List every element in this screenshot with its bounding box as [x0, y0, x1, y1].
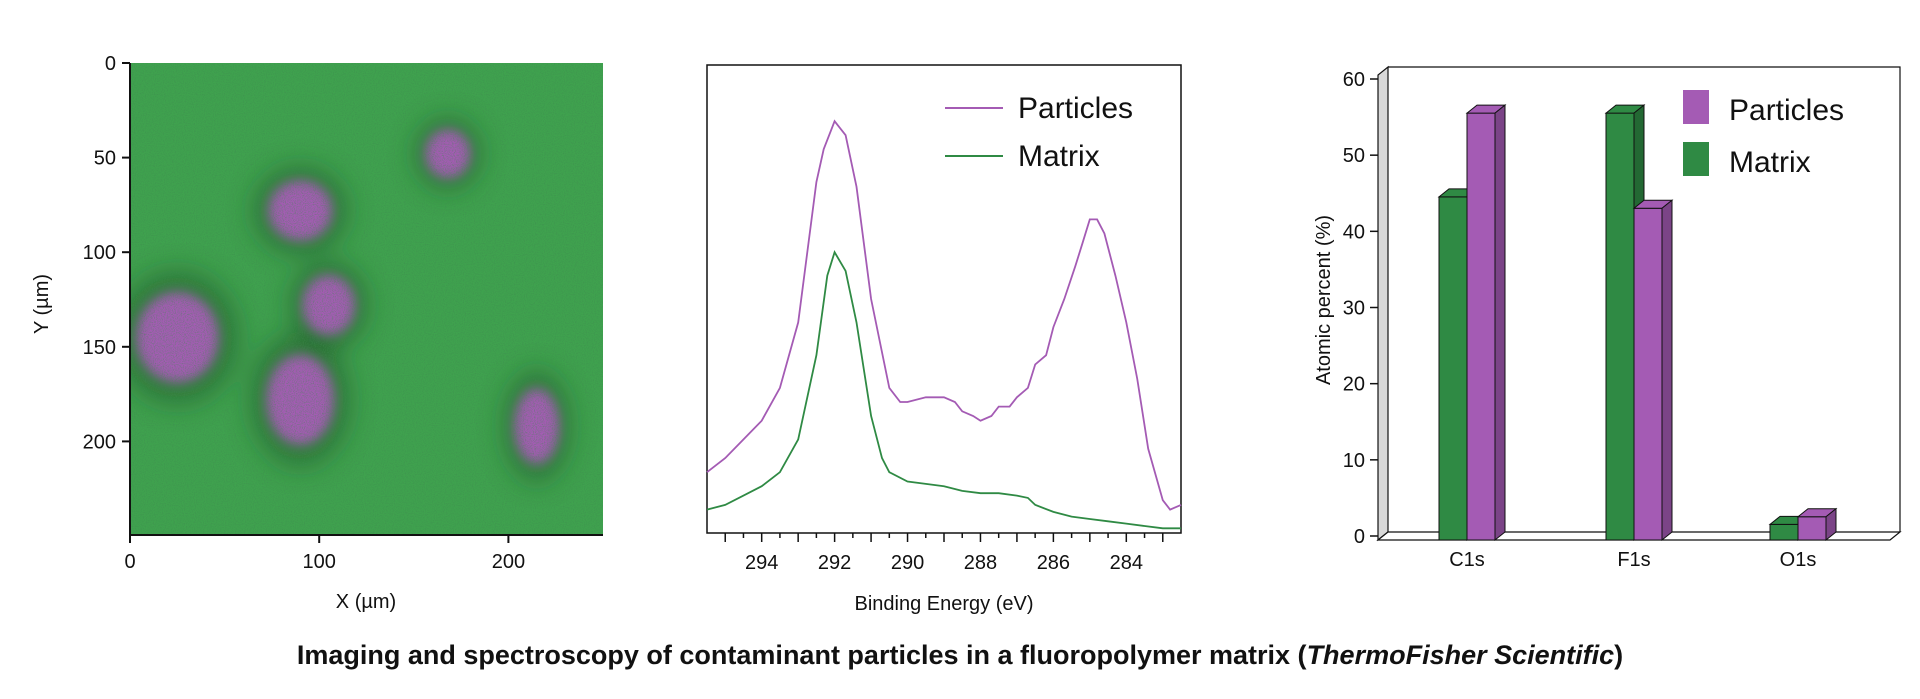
spectrum-x-tick-label: 288 [964, 552, 997, 574]
map-y-tick-label: 150 [83, 337, 116, 359]
bar-y-tick-label: 30 [1343, 298, 1365, 320]
spectrum-x-tick-label: 294 [745, 552, 778, 574]
spectrum-x-tick-label: 286 [1037, 552, 1070, 574]
spectrum-legend-label: Matrix [1018, 140, 1100, 173]
bar-category-label: F1s [1617, 549, 1650, 571]
map-x-tick-label: 100 [303, 551, 336, 573]
bar-chart-axes: 0 10 20 30 40 50 60 C1s F1s O1s [1343, 69, 1817, 571]
map-axes: 0 100 200 0 50 100 150 200 [83, 53, 603, 573]
bar-front [1438, 196, 1468, 541]
bar-legend-label: Matrix [1729, 146, 1811, 179]
spectrum-x-tick-label: 284 [1110, 552, 1143, 574]
bar-chart-legend: Particles Matrix [1683, 90, 1844, 179]
bar-particles-o1s [1796, 507, 1838, 542]
spectrum-lines [706, 119, 1182, 530]
map-x-tick-label: 0 [124, 551, 135, 573]
bar-front [1769, 523, 1799, 541]
map-y-label: Y (µm) [31, 274, 53, 334]
spectrum-panel: 294 292 290 288 286 284 Binding Energy (eV) P… [706, 64, 1182, 615]
spectrum-x-tick-label: 290 [891, 552, 924, 574]
bar-front [1466, 112, 1496, 541]
chemical-map-panel: 0 100 200 0 50 100 150 200 X (µm) Y (µm) [31, 53, 603, 613]
bar-y-tick-label: 20 [1343, 374, 1365, 396]
bar-side [1661, 199, 1673, 542]
spectrum-axes: 294 292 290 288 286 284 [724, 533, 1164, 574]
map-x-tick-label: 200 [492, 551, 525, 573]
spectrum-line-particles [706, 119, 1182, 511]
spectrum-legend: Particles Matrix [945, 92, 1133, 173]
bar-front [1797, 516, 1827, 541]
bar-side [1825, 507, 1837, 542]
bar-legend-swatch [1683, 142, 1709, 176]
spectrum-frame [706, 64, 1182, 534]
bar-y-tick-label: 60 [1343, 69, 1365, 91]
spectrum-legend-label: Particles [1018, 92, 1133, 125]
bar-front [1605, 112, 1635, 541]
map-y-tick-label: 200 [83, 431, 116, 453]
map-x-label: X (µm) [336, 591, 396, 613]
bar-particles-f1s [1632, 199, 1674, 542]
spectrum-x-tick-label: 292 [818, 552, 851, 574]
map-y-tick-label: 0 [105, 53, 116, 75]
caption-end: ) [1614, 640, 1624, 670]
bar-front [1633, 207, 1663, 541]
map-y-tick-label: 100 [83, 242, 116, 264]
bar-y-tick-label: 40 [1343, 221, 1365, 243]
bar-category-label: C1s [1449, 549, 1485, 571]
bar-legend-label: Particles [1729, 94, 1844, 127]
bar-y-tick-label: 50 [1343, 145, 1365, 167]
spectrum-x-label: Binding Energy (eV) [855, 593, 1034, 615]
spectrum-line-matrix [706, 249, 1181, 530]
caption-main: Imaging and spectroscopy of contaminant … [296, 640, 1307, 670]
bar-plot-frame [1388, 66, 1901, 532]
bar-y-tick-label: 0 [1354, 526, 1365, 548]
composition-bar-panel: 0 10 20 30 40 50 60 C1s F1s O1s Atomic percent (%… [1313, 65, 1902, 571]
figure-caption: Imaging and spectroscopy of contaminant … [0, 640, 1920, 671]
bar-y-tick-label: 10 [1343, 450, 1365, 472]
bar-y-label: Atomic percent (%) [1313, 215, 1335, 385]
bar-chart-bars [1437, 104, 1838, 542]
map-y-tick-label: 50 [94, 148, 116, 170]
bar-legend-swatch [1683, 90, 1709, 124]
caption-source: ThermoFisher Scientific [1306, 640, 1615, 670]
bar-back-wall [1377, 65, 1389, 542]
bar-category-label: O1s [1780, 549, 1817, 571]
bar-particles-c1s [1465, 104, 1507, 542]
map-grain [130, 63, 603, 535]
bar-side [1494, 104, 1506, 542]
